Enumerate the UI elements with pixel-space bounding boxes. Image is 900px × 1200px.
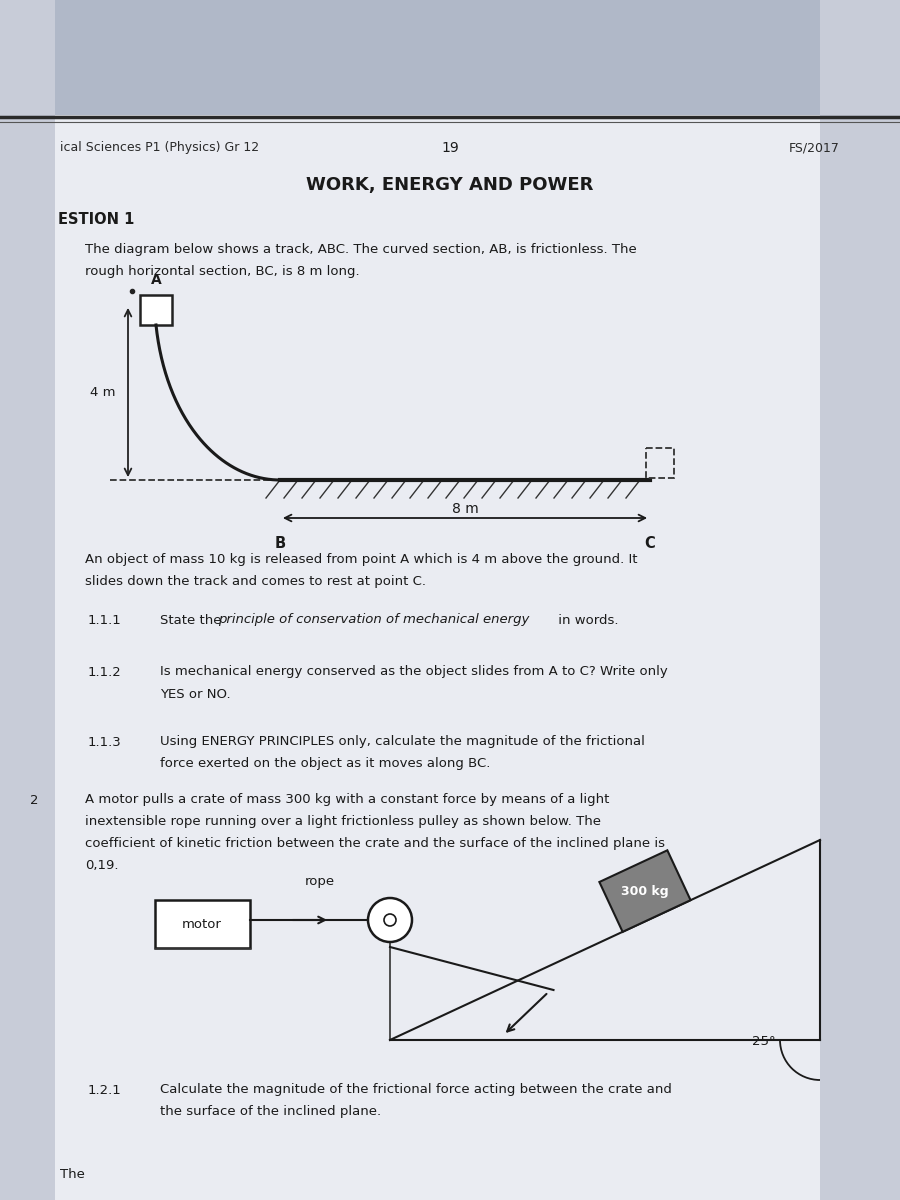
Text: An object of mass 10 kg is released from point A which is 4 m above the ground. : An object of mass 10 kg is released from… [85,553,637,566]
Circle shape [368,898,412,942]
Text: YES or NO.: YES or NO. [160,688,230,701]
Text: the surface of the inclined plane.: the surface of the inclined plane. [160,1105,381,1118]
Bar [646,448,674,478]
Text: C: C [644,536,655,551]
Text: slides down the track and comes to rest at point C.: slides down the track and comes to rest … [85,576,426,588]
Text: The: The [60,1169,85,1182]
Bar [155,900,250,948]
Bar [55,115,820,1200]
Text: ESTION 1: ESTION 1 [58,212,134,228]
Text: force exerted on the object as it moves along BC.: force exerted on the object as it moves … [160,757,491,770]
Text: rope: rope [305,875,335,888]
Text: inextensible rope running over a light frictionless pulley as shown below. The: inextensible rope running over a light f… [85,816,601,828]
Text: WORK, ENERGY AND POWER: WORK, ENERGY AND POWER [306,176,594,194]
Text: 4 m: 4 m [89,385,115,398]
Text: 1.1.2: 1.1.2 [88,666,122,678]
Text: 1.2.1: 1.2.1 [88,1084,122,1097]
Text: Calculate the magnitude of the frictional force acting between the crate and: Calculate the magnitude of the frictiona… [160,1084,672,1097]
Text: The diagram below shows a track, ABC. The curved section, AB, is frictionless. T: The diagram below shows a track, ABC. Th… [85,244,637,257]
Text: State the: State the [160,613,226,626]
Bar [140,295,172,325]
Text: 1.1.3: 1.1.3 [88,736,122,749]
Text: A: A [151,272,162,287]
Text: rough horizontal section, BC, is 8 m long.: rough horizontal section, BC, is 8 m lon… [85,265,360,278]
Text: 1.1.1: 1.1.1 [88,613,122,626]
Text: ical Sciences P1 (Physics) Gr 12: ical Sciences P1 (Physics) Gr 12 [60,142,259,155]
Circle shape [384,914,396,926]
Bar [0,0,900,115]
Text: in words.: in words. [554,613,618,626]
Text: 2: 2 [30,793,39,806]
Text: B: B [274,536,285,551]
Text: 19: 19 [441,140,459,155]
Text: A motor pulls a crate of mass 300 kg with a constant force by means of a light: A motor pulls a crate of mass 300 kg wit… [85,793,609,806]
Text: Using ENERGY PRINCIPLES only, calculate the magnitude of the frictional: Using ENERGY PRINCIPLES only, calculate … [160,736,645,749]
Text: 8 m: 8 m [452,502,479,516]
Text: 25°: 25° [752,1034,776,1048]
Polygon shape [599,851,690,932]
Text: 0,19.: 0,19. [85,859,119,872]
Bar [820,0,900,1200]
Bar [0,0,55,1200]
Text: Is mechanical energy conserved as the object slides from A to C? Write only: Is mechanical energy conserved as the ob… [160,666,668,678]
Text: motor: motor [182,918,222,930]
Text: coefficient of kinetic friction between the crate and the surface of the incline: coefficient of kinetic friction between … [85,838,665,851]
Text: FS/2017: FS/2017 [789,142,840,155]
Text: 300 kg: 300 kg [621,884,669,898]
Text: principle of conservation of mechanical energy: principle of conservation of mechanical … [218,613,529,626]
